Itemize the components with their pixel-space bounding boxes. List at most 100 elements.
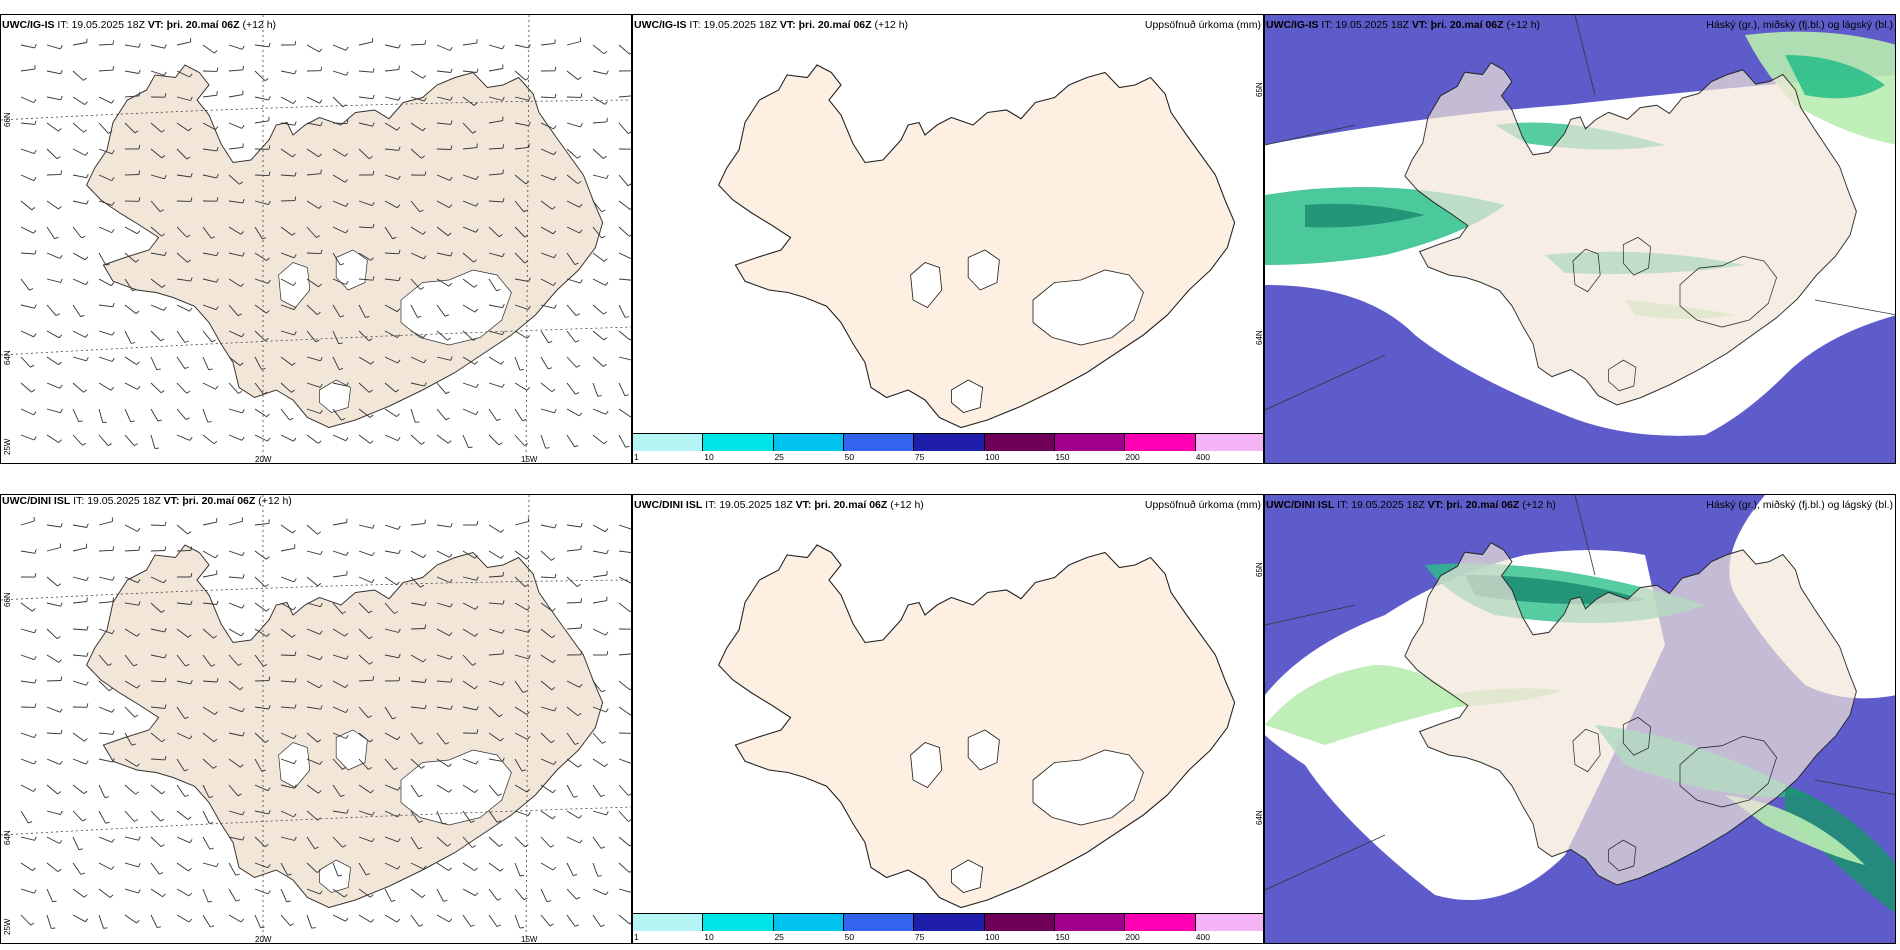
wind-barb [384,706,393,720]
wind-barb [72,278,86,286]
wind-barb-flag [85,681,89,686]
wind-barb [72,330,86,338]
wind-barb [618,653,631,656]
wind-barb-flag [369,389,373,393]
wind-barb [176,914,190,923]
wind-barb-flag [502,197,505,203]
wind-barb [202,550,216,559]
panel-title: UWC/DINI ISL IT: 19.05.2025 18Z VT: þri.… [2,495,292,507]
wind-barb-flag [549,923,554,927]
wind-barb [410,523,425,526]
wind-barb [358,226,374,229]
wind-barb-flag [188,127,192,132]
wind-barb [20,550,35,554]
wind-barb-flag [213,440,218,445]
wind-barb-flag [396,918,401,923]
wind-barb-flag [268,42,271,47]
wind-barb [228,888,237,902]
wind-barb-flag [241,45,245,50]
wind-barb-flag [396,736,401,740]
wind-barb-flag [266,310,270,314]
wind-barb [150,148,163,159]
wind-barb-flag [267,864,271,869]
wind-barb-flag [216,678,219,683]
legend-swatch [984,434,1055,451]
wind-barb [540,758,555,765]
wind-barb-flag [521,769,526,772]
wind-barb-flag [605,631,609,636]
wind-barb [202,330,213,343]
wind-barb-flag [78,420,83,423]
wind-barb [176,549,192,552]
wind-barb-flag [135,259,140,263]
wind-barb-flag [265,608,270,612]
wind-barb [410,252,424,260]
wind-barb [176,888,190,897]
wind-barb [98,520,113,526]
wind-barb-flag [366,873,371,876]
wind-barb [306,602,321,608]
wind-barb-flag [344,684,349,688]
wind-barb [202,732,215,743]
wind-barb [332,44,347,51]
wind-barb-flag [216,67,219,72]
wind-barb [618,304,626,318]
wind-barb [46,547,61,552]
wind-barb-flag [346,809,349,814]
wind-barb-flag [33,436,37,441]
wind-barb-flag [240,231,245,235]
wind-barb [176,330,186,343]
wind-barb-flag [31,389,36,393]
wind-barb-flag [215,126,219,130]
wind-barb-flag [342,844,347,848]
wind-barb-flag [524,260,529,264]
wind-barb [98,148,113,155]
wind-barb [436,914,450,923]
wind-barb [592,680,603,693]
cloud-map-panel-row2: UWC/DINI ISL IT: 19.05.2025 18Z VT: þri.… [1264,494,1896,944]
wind-barb [384,550,399,555]
wind-barb [72,628,88,631]
wind-barb-flag [449,46,453,51]
wind-barb [358,888,371,898]
wind-barb [46,96,61,101]
wind-barb-flag [109,894,114,898]
wind-barb [254,44,269,48]
wind-barb-flag [33,149,37,154]
wind-barb [176,434,191,441]
wind-barb-flag [317,790,322,794]
wind-barb [592,550,607,555]
wind-barb [46,628,58,640]
wind-barb-flag [522,690,527,693]
wind-barb-flag [553,151,557,155]
wind-barb-flag [579,229,583,234]
wind-barb [202,148,217,152]
wind-barb [358,434,371,444]
wind-barb-flag [603,440,608,445]
wind-barb-flag [392,236,397,240]
wind-barb-flag [103,927,108,929]
legend-label: 75 [914,932,925,942]
wind-barb-flag [160,338,165,342]
wind-barb-flag [136,919,140,924]
wind-barb [592,628,606,636]
wind-barb-flag [475,383,479,388]
panel-title: UWC/IG-IS IT: 19.05.2025 18Z VT: þri. 20… [1266,19,1541,31]
legend-label: 50 [844,932,855,942]
wind-barb-flag [57,868,62,873]
wind-barb [280,434,294,442]
wind-barb [124,304,137,314]
wind-barb [514,758,523,772]
wind-barb [540,200,553,210]
wind-barb [462,888,476,897]
wind-barb-flag [164,755,167,761]
wind-barb [540,680,553,691]
wind-barb [124,602,139,606]
wind-barb [98,549,114,552]
wind-barb-flag [59,760,63,765]
wind-barb-flag [189,436,193,441]
wind-barb [254,252,268,261]
wind-barb-flag [580,624,582,629]
wind-barb-flag [105,263,110,266]
wind-barb [436,680,451,683]
